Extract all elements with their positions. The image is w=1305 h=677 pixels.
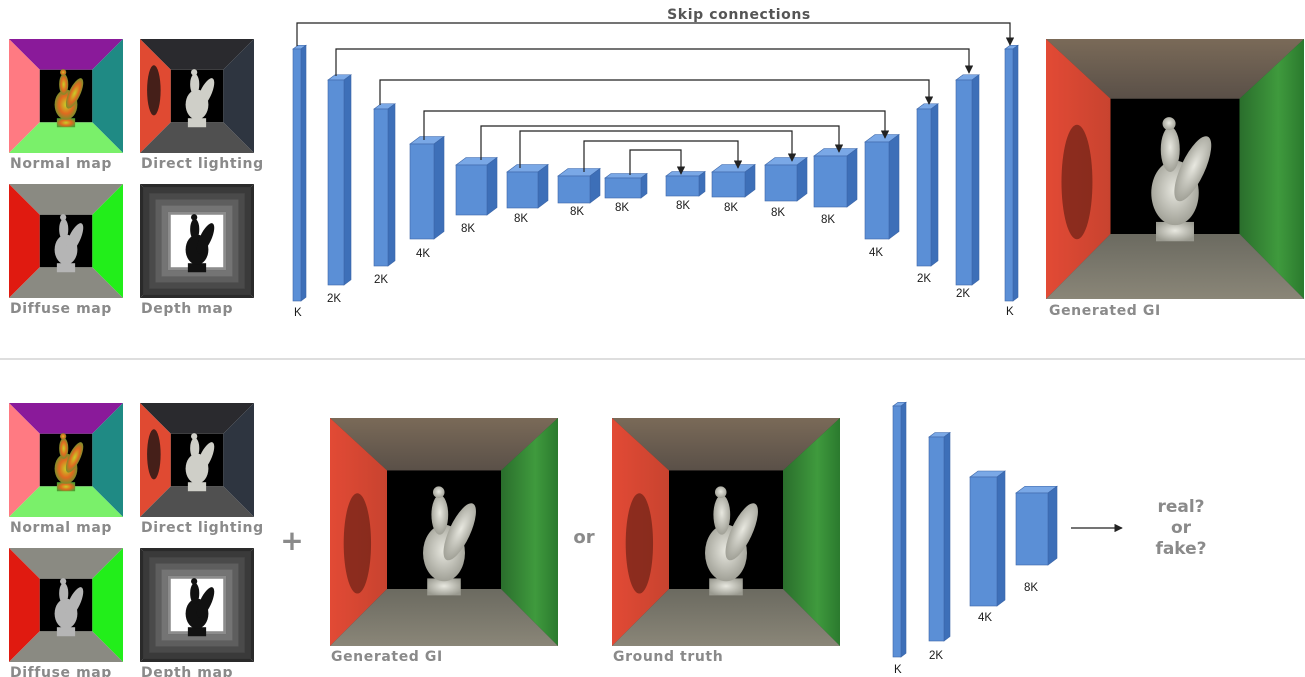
discriminator-layer-1	[892, 401, 907, 658]
discriminator-layer-1-size: K	[894, 664, 902, 676]
discriminator-layer-4	[1015, 485, 1058, 566]
caption-depth-map: Depth map	[141, 665, 233, 677]
statue-silhouette	[54, 578, 84, 637]
caption-diffuse-map: Diffuse map	[10, 665, 112, 677]
caption-direct-map: Direct lighting	[141, 156, 264, 172]
unet-layer-7-size: 8K	[570, 206, 584, 218]
caption-direct-map: Direct lighting	[141, 520, 264, 536]
or-label: or	[573, 527, 594, 548]
skip-connection-3	[379, 79, 934, 105]
skip-connection-5	[480, 125, 844, 160]
generated-gi-image	[1046, 39, 1304, 299]
bottom-gi-comparison: + Generated GI or Ground truth	[280, 418, 840, 665]
normal-map-image	[9, 39, 123, 153]
unet-layer-2-size: 2K	[327, 293, 341, 305]
unet-layer-10-size: 8K	[724, 202, 738, 214]
unet-layer-7	[557, 167, 601, 204]
caption-depth-map: Depth map	[141, 301, 233, 317]
statue-silhouette	[54, 214, 84, 273]
unet-layer-6-size: 8K	[514, 213, 528, 225]
unet-layer-16-size: K	[1006, 306, 1014, 318]
statue-silhouette	[185, 433, 215, 492]
statue-silhouette	[54, 69, 84, 128]
unet-layer-4	[409, 135, 445, 240]
unet-layer-2	[327, 74, 352, 286]
unet-layer-10	[711, 163, 756, 198]
generated-gi-caption-bottom: Generated GI	[331, 649, 443, 665]
verdict-line-3: fake?	[1155, 539, 1206, 559]
verdict-line-2: or	[1171, 518, 1192, 538]
unet-layer-16	[1004, 44, 1019, 302]
diffuse-map-image	[9, 184, 123, 298]
statue-silhouette	[185, 69, 215, 128]
unet-layer-5	[455, 156, 498, 216]
direct-map-image	[140, 403, 254, 517]
generator-network: K 2K 2K 4K 8K 8K 8K 8K 8K 8K 8K 8K 4K 2K 2K K Skip conne…	[292, 7, 1019, 319]
top-generated-gi: Generated GI	[1046, 39, 1304, 319]
discriminator-layer-3-size: 4K	[978, 612, 992, 624]
unet-layer-14-size: 2K	[917, 273, 931, 285]
caption-normal-map: Normal map	[10, 520, 112, 536]
unet-layer-11-size: 8K	[771, 207, 785, 219]
unet-layer-4-size: 4K	[416, 248, 430, 260]
generated-gi-image-bottom	[330, 418, 558, 646]
caption-diffuse-map: Diffuse map	[10, 301, 112, 317]
statue-silhouette	[1151, 117, 1212, 242]
unet-layer-5-size: 8K	[461, 223, 475, 235]
statue-silhouette	[705, 486, 758, 596]
generated-gi-caption: Generated GI	[1049, 303, 1161, 319]
diffuse-map-image	[9, 548, 123, 662]
unet-layer-11	[764, 156, 808, 202]
unet-layer-12-size: 8K	[821, 214, 835, 226]
top-input-maps: Normal map Direct lighting Diffuse map Dept…	[9, 39, 264, 317]
skip-connection-4	[423, 110, 890, 140]
skip-connection-2	[335, 48, 974, 76]
discriminator-layer-2-size: 2K	[929, 650, 943, 662]
bottom-input-maps: Normal map Direct lighting Diffuse map Dept…	[9, 403, 264, 677]
unet-layer-14	[916, 103, 939, 267]
verdict-line-1: real?	[1157, 497, 1204, 517]
statue-silhouette	[54, 433, 84, 492]
statue-silhouette	[185, 214, 215, 273]
discriminator-layer-4-size: 8K	[1024, 582, 1038, 594]
depth-map-image	[140, 548, 254, 662]
unet-layer-15-size: 2K	[956, 288, 970, 300]
unet-layer-1	[292, 44, 307, 302]
direct-map-image	[140, 39, 254, 153]
unet-layer-3-size: 2K	[374, 274, 388, 286]
statue-silhouette	[423, 486, 476, 596]
unet-layer-13	[864, 133, 900, 240]
unet-layer-3	[373, 103, 396, 267]
statue-silhouette	[185, 578, 215, 637]
skip-connection-6	[519, 130, 797, 168]
unet-layer-6	[506, 163, 549, 209]
discriminator-layer-3	[969, 470, 1006, 607]
unet-layer-13-size: 4K	[869, 247, 883, 259]
skip-connection-7	[583, 140, 743, 172]
caption-normal-map: Normal map	[10, 156, 112, 172]
ground-truth-image	[612, 418, 840, 646]
unet-layer-8	[604, 172, 648, 199]
depth-map-image	[140, 184, 254, 298]
skip-connections-title: Skip connections	[667, 7, 811, 23]
unet-layer-12	[813, 147, 858, 208]
unet-layer-1-size: K	[294, 307, 302, 319]
skip-connection-1	[296, 22, 1015, 46]
unet-layer-8-size: 8K	[615, 202, 629, 214]
unet-layer-9-size: 8K	[676, 200, 690, 212]
normal-map-image	[9, 403, 123, 517]
plus-sign: +	[280, 524, 303, 557]
ground-truth-caption: Ground truth	[613, 649, 723, 665]
unet-layer-15	[955, 74, 980, 286]
unet-layer-9	[665, 170, 706, 197]
discriminator-layer-2	[928, 431, 951, 642]
skip-connection-8	[629, 149, 686, 175]
